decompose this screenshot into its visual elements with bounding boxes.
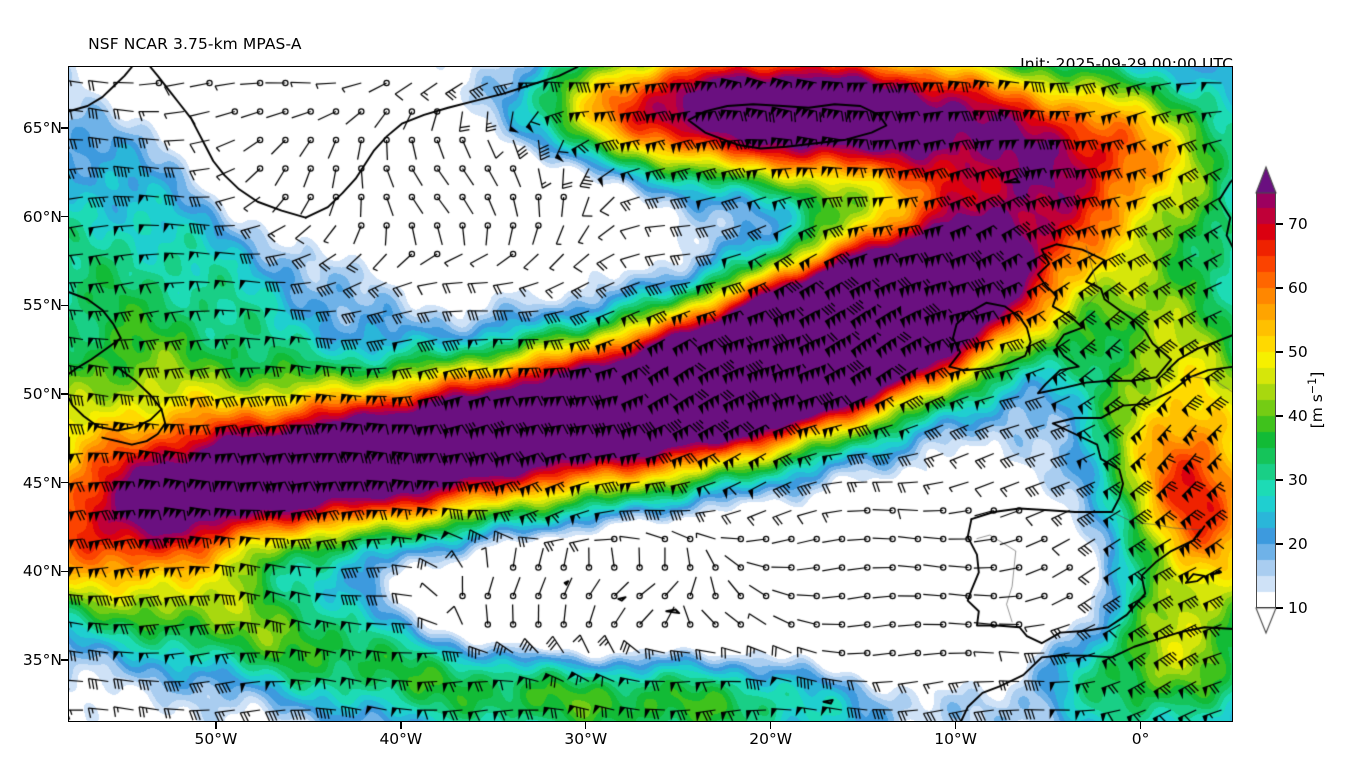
- colorbar-tick-mark: [1276, 287, 1283, 289]
- colorbar-tick-label-40: 40: [1288, 407, 1308, 425]
- title-line-model: NSF NCAR 3.75-km MPAS-A: [88, 35, 302, 53]
- colorbar-tick-mark: [1276, 543, 1283, 545]
- colorbar-tick-mark: [1276, 351, 1283, 353]
- latitude-tick-mark: [61, 127, 68, 129]
- latitude-tick-mark: [61, 393, 68, 395]
- colorbar-extend-arrows: [1251, 165, 1281, 635]
- latitude-tick-label-65°N: 65°N: [22, 119, 62, 138]
- longitude-tick-mark: [1139, 722, 1142, 729]
- colorbar-tick-label-10: 10: [1288, 599, 1308, 617]
- longitude-tick-label-40°W: 40°W: [379, 730, 423, 748]
- longitude-tick-mark: [585, 722, 587, 729]
- colorbar-axis-label: [m s−1]: [1305, 371, 1327, 429]
- colorbar-tick-label-70: 70: [1288, 215, 1308, 233]
- colorbar-tick-mark: [1276, 479, 1283, 481]
- latitude-tick-label-60°N: 60°N: [22, 207, 62, 226]
- longitude-tick-label-50°W: 50°W: [194, 730, 238, 748]
- latitude-tick-mark: [61, 570, 68, 572]
- longitude-tick-mark: [954, 722, 957, 729]
- latitude-tick-label-50°N: 50°N: [22, 385, 62, 403]
- latitude-tick-label-35°N: 35°N: [22, 650, 62, 669]
- colorbar-tick-label-50: 50: [1288, 343, 1308, 361]
- colorbar-tick-mark: [1276, 415, 1283, 417]
- longitude-tick-mark: [770, 722, 772, 729]
- latitude-tick-label-55°N: 55°N: [22, 296, 62, 315]
- longitude-tick-label-10°W: 10°W: [934, 730, 978, 748]
- wind-speed-field: [69, 67, 1232, 721]
- colorbar-tick-mark: [1276, 223, 1283, 225]
- latitude-tick-label-40°N: 40°N: [22, 562, 62, 581]
- longitude-tick-label-20°W: 20°W: [749, 730, 793, 748]
- colorbar-tick-label-30: 30: [1288, 471, 1308, 489]
- latitude-tick-mark: [61, 659, 68, 661]
- longitude-tick-label-30°W: 30°W: [564, 730, 608, 748]
- longitude-tick-mark: [400, 722, 402, 729]
- longitude-tick-label-0°: 0°: [1131, 730, 1150, 748]
- latitude-tick-mark: [61, 304, 68, 306]
- longitude-tick-mark: [215, 722, 217, 729]
- map-plot-area: [68, 66, 1233, 722]
- latitude-tick-label-45°N: 45°N: [22, 473, 62, 492]
- latitude-tick-mark: [61, 216, 68, 218]
- colorbar-tick-label-20: 20: [1288, 535, 1308, 553]
- latitude-tick-mark: [61, 481, 68, 484]
- colorbar-tick-label-60: 60: [1288, 279, 1308, 297]
- colorbar-tick-mark: [1276, 607, 1283, 609]
